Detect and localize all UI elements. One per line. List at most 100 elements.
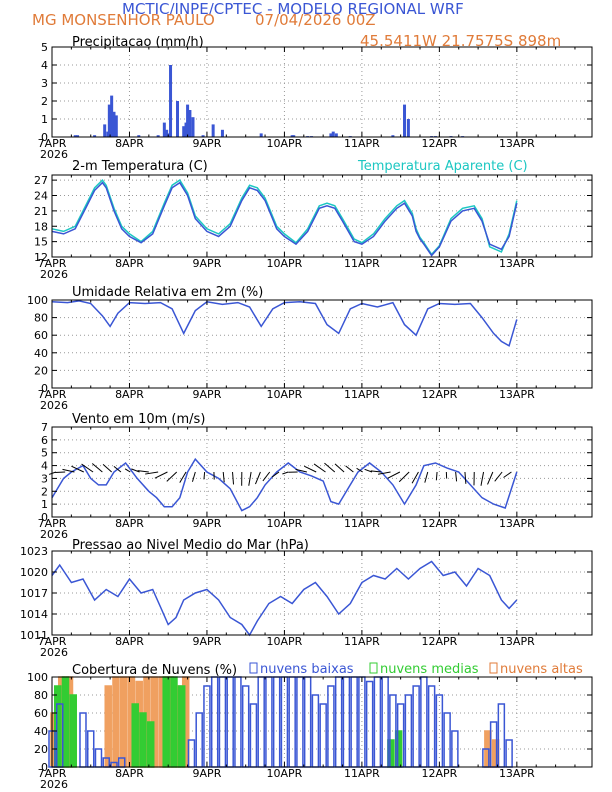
x-tick-label: 12APR: [421, 137, 457, 150]
x-tick-label: 12APR: [421, 767, 457, 780]
wind-vector: [304, 465, 317, 473]
x-tick-label: 12APR: [421, 635, 457, 648]
cloud-bar-nuvens-baixas: [94, 748, 103, 768]
x-year-label: 2026: [40, 646, 68, 659]
precip-bar: [406, 119, 410, 137]
cloud-bar-nuvens-baixas: [218, 676, 227, 768]
x-tick-label: 10APR: [267, 388, 303, 401]
cloud-bar-nuvens-baixas: [365, 680, 374, 768]
wind-vector: [271, 471, 280, 478]
series-line-main: [51, 300, 518, 347]
wind-vector: [487, 471, 494, 485]
wind-vector: [334, 463, 345, 473]
cloud-bar-nuvens-baixas: [195, 712, 203, 768]
precip-bar: [137, 135, 141, 137]
precip-bar: [391, 135, 395, 137]
legend-swatch: [369, 662, 378, 674]
wind-vector: [131, 468, 140, 473]
precip-bar: [73, 135, 77, 137]
cloud-bar-nuvens-medias: [170, 676, 178, 768]
y-tick-label: 1014: [20, 608, 48, 621]
precip-bar: [107, 104, 111, 137]
wind-vector: [81, 463, 94, 473]
cloud-bar-nuvens-altas: [119, 676, 128, 768]
panel-title: Umidade Relativa em 2m (%): [72, 285, 263, 300]
precip-bar: [259, 133, 263, 137]
y-tick-label: 3: [41, 77, 48, 90]
cloud-bar-nuvens-baixas: [203, 685, 211, 768]
precip-bar: [211, 124, 215, 137]
wind-vector: [137, 470, 149, 473]
cloud-bar-nuvens-baixas: [334, 676, 343, 768]
legend-label: nuvens baixas: [260, 662, 354, 677]
y-tick-label: 2: [41, 485, 48, 498]
y-tick-label: 100: [27, 294, 48, 307]
y-tick-label: 20: [34, 364, 48, 377]
y-tick-label: 20: [34, 743, 48, 756]
x-tick-label: 13APR: [499, 635, 535, 648]
cloud-bar-nuvens-baixas: [327, 685, 335, 768]
wind-vector: [191, 471, 196, 482]
x-tick-label: 7APR: [38, 767, 67, 780]
cloud-bar-nuvens-baixas: [443, 712, 451, 768]
x-tick-label: 9APR: [193, 137, 222, 150]
y-tick-label: 12: [34, 251, 48, 264]
y-tick-label: 24: [34, 190, 48, 203]
y-tick-label: 60: [34, 707, 48, 720]
location-label: MG MONSENHOR PAULO: [32, 11, 215, 29]
precip-bar: [93, 135, 97, 137]
wind-vector: [494, 471, 503, 482]
wind-vector: [91, 463, 103, 473]
cloud-bar-nuvens-baixas: [210, 676, 219, 768]
wind-vector: [179, 471, 187, 483]
wind-vector: [345, 465, 354, 473]
x-tick-label: 11APR: [344, 137, 380, 150]
precip-bar: [182, 126, 186, 137]
wind-vector: [203, 471, 206, 480]
x-year-label: 2026: [40, 399, 68, 412]
cloud-bar-nuvens-baixas: [226, 676, 234, 768]
panel-title: Vento em 10m (m/s): [72, 412, 205, 427]
wind-vector: [411, 471, 419, 484]
coords-label: 45.5411W 21.7575S 898m: [360, 32, 562, 50]
wind-vector: [254, 471, 261, 485]
x-tick-label: 12APR: [421, 388, 457, 401]
x-tick-label: 7APR: [38, 137, 67, 150]
x-tick-label: 8APR: [115, 388, 144, 401]
wind-vector: [62, 468, 75, 473]
cloud-bar-nuvens-baixas: [342, 676, 351, 768]
y-tick-label: 18: [34, 220, 48, 233]
y-tick-label: 21: [34, 205, 48, 218]
precip-bar: [188, 110, 192, 137]
wind-vector: [480, 471, 485, 486]
precip-bar: [112, 111, 116, 137]
y-tick-label: 7: [41, 421, 48, 434]
x-tick-label: 11APR: [344, 635, 380, 648]
x-tick-label: 8APR: [115, 257, 144, 270]
wind-vector: [464, 471, 467, 484]
y-tick-label: 1023: [20, 545, 48, 558]
cloud-bar-nuvens-baixas: [427, 685, 436, 768]
precip-bar: [334, 133, 338, 137]
x-tick-label: 13APR: [499, 517, 535, 530]
wind-vector: [503, 471, 512, 478]
legend-swatch: [489, 662, 498, 674]
x-year-label: 2026: [40, 528, 68, 541]
x-tick-label: 7APR: [38, 517, 67, 530]
series-line-main: [51, 457, 518, 512]
cloud-bar-nuvens-medias: [139, 712, 147, 768]
precip-bar: [103, 124, 107, 137]
panel-frame: [51, 299, 593, 389]
wind-vector: [435, 471, 438, 481]
y-tick-label: 60: [34, 329, 48, 342]
x-tick-label: 13APR: [499, 767, 535, 780]
x-tick-label: 11APR: [344, 388, 380, 401]
cloud-bar-nuvens-baixas: [234, 676, 242, 768]
x-tick-label: 7APR: [38, 257, 67, 270]
wind-vector: [166, 471, 178, 482]
precip-bar: [169, 65, 173, 137]
legend-label: Temperatura Aparente (C): [357, 159, 528, 174]
precip-bar: [156, 135, 160, 137]
precip-bar: [201, 135, 205, 137]
